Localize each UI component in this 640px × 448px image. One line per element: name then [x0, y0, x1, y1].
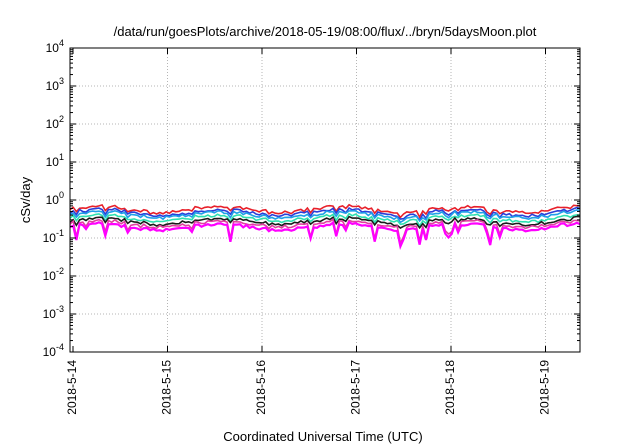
x-tick-label: 2018-5-15	[160, 360, 174, 415]
grid	[70, 48, 580, 352]
x-axis-label: Coordinated Universal Time (UTC)	[223, 429, 422, 444]
chart-title: /data/run/goesPlots/archive/2018-05-19/0…	[114, 24, 537, 39]
series-line	[69, 217, 581, 246]
y-tick-label: 101	[46, 152, 64, 169]
x-tick-label: 2018-5-14	[65, 360, 79, 415]
y-axis: 10-4 10-3 10-2 10-1 100 101 102 103 104	[43, 38, 580, 359]
y-tick-label: 100	[46, 190, 64, 207]
series-line	[69, 215, 581, 230]
x-tick-label: 2018-5-16	[254, 360, 268, 415]
y-axis-label: cSv/day	[18, 176, 33, 223]
series-line	[69, 203, 581, 219]
series-group	[69, 203, 581, 251]
y-tick-label: 103	[46, 76, 64, 93]
y-tick-label: 10-2	[43, 266, 64, 283]
x-tick-label: 2018-5-19	[538, 360, 552, 415]
series-line	[69, 220, 581, 251]
x-tick-label: 2018-5-18	[443, 360, 457, 415]
y-tick-label: 10-4	[43, 342, 64, 359]
series-line	[69, 209, 581, 224]
y-tick-label: 104	[46, 38, 64, 55]
series-line	[69, 206, 581, 222]
y-tick-label: 10-3	[43, 304, 64, 321]
x-axis: 2018-5-14 2018-5-15 2018-5-16 2018-5-17 2018…	[65, 48, 552, 415]
y-tick-label: 10-1	[43, 228, 64, 245]
x-tick-label: 2018-5-17	[349, 360, 363, 415]
series-line	[69, 212, 581, 228]
y-tick-label: 102	[46, 114, 64, 131]
